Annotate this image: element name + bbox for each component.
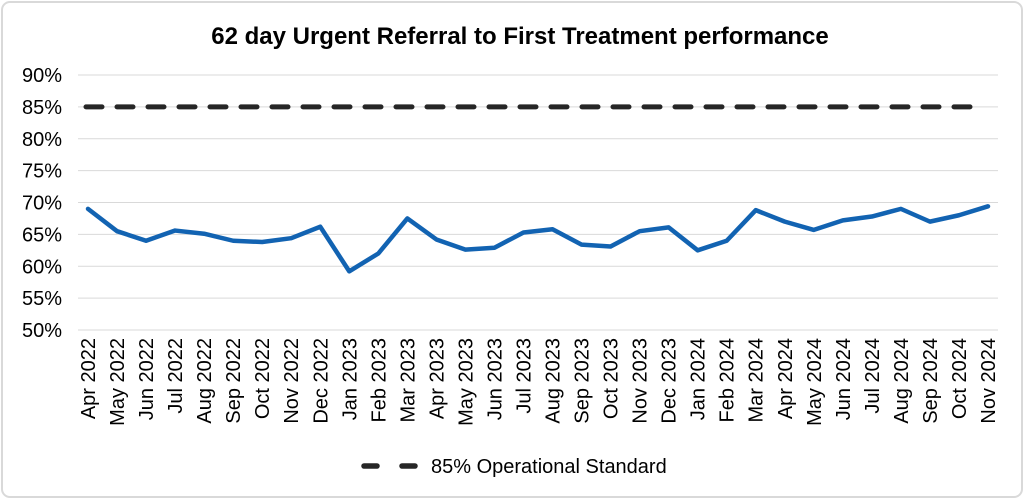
x-axis-tick-label: Jan 2023 bbox=[339, 338, 361, 420]
x-axis-tick-label: Oct 2024 bbox=[949, 338, 971, 419]
y-axis-tick-label: 60% bbox=[22, 256, 62, 278]
x-axis-tick-label: Jan 2024 bbox=[688, 338, 710, 420]
x-axis-tick-label: Dec 2022 bbox=[310, 338, 332, 424]
x-axis-tick-label: Nov 2023 bbox=[630, 338, 652, 424]
y-axis-tick-label: 70% bbox=[22, 193, 62, 215]
x-axis-tick-label: Feb 2024 bbox=[717, 338, 739, 423]
y-axis-tick-label: 55% bbox=[22, 288, 62, 310]
x-axis-tick-label: Jul 2023 bbox=[513, 338, 535, 414]
x-axis-tick-label: Aug 2022 bbox=[194, 338, 216, 424]
x-axis-tick-label: May 2023 bbox=[455, 338, 477, 426]
gridlines bbox=[78, 74, 998, 331]
x-axis-tick-label: Feb 2023 bbox=[368, 338, 390, 423]
series-layer bbox=[83, 104, 991, 274]
x-axis-tick-label: May 2024 bbox=[804, 338, 826, 426]
performance-data-line bbox=[85, 204, 991, 274]
x-axis-tick-label: May 2022 bbox=[107, 338, 129, 426]
x-axis-tick-label: Aug 2023 bbox=[543, 338, 565, 424]
y-axis-tick-label: 85% bbox=[22, 97, 62, 119]
x-axis-tick-label: Apr 2024 bbox=[775, 338, 797, 419]
x-axis-tick-label: Apr 2022 bbox=[78, 338, 100, 419]
x-axis-tick-label: Sep 2023 bbox=[572, 338, 594, 424]
x-axis-tick-label: Jul 2022 bbox=[165, 338, 187, 414]
x-axis-tick-label: Nov 2022 bbox=[281, 338, 303, 424]
legend-label: 85% Operational Standard bbox=[431, 456, 667, 478]
y-axis-tick-label: 50% bbox=[22, 320, 62, 342]
x-axis-tick-label: Oct 2022 bbox=[252, 338, 274, 419]
x-axis-tick-label: Jun 2023 bbox=[484, 338, 506, 420]
legend: 85% Operational Standard bbox=[361, 456, 667, 478]
x-axis-tick-label: Mar 2023 bbox=[397, 338, 419, 423]
y-axis-tick-labels: 50% 55% 60% 65% 70% 75% 80% 85% 90% bbox=[22, 65, 62, 342]
x-axis-tick-label: Jun 2024 bbox=[833, 338, 855, 420]
y-axis-tick-label: 90% bbox=[22, 65, 62, 87]
x-axis-tick-label: Nov 2024 bbox=[978, 338, 1000, 424]
x-axis-tick-label: Sep 2022 bbox=[223, 338, 245, 424]
x-axis-tick-labels: Apr 2022 May 2022 Jun 2022 Jul 2022 Aug 2022… bbox=[78, 338, 1000, 426]
x-axis-tick-label: Oct 2023 bbox=[601, 338, 623, 419]
x-axis-tick-label: Jun 2022 bbox=[136, 338, 158, 420]
chart-title: 62 day Urgent Referral to First Treatmen… bbox=[211, 23, 829, 50]
y-axis-tick-label: 80% bbox=[22, 129, 62, 151]
x-axis-tick-label: Apr 2023 bbox=[426, 338, 448, 419]
x-axis-tick-label: Jul 2024 bbox=[862, 338, 884, 414]
x-axis-tick-label: Dec 2023 bbox=[659, 338, 681, 424]
y-axis-tick-label: 65% bbox=[22, 224, 62, 246]
y-axis-tick-label: 75% bbox=[22, 161, 62, 183]
x-axis-tick-label: Aug 2024 bbox=[891, 338, 913, 424]
x-axis-tick-label: Sep 2024 bbox=[920, 338, 942, 424]
x-axis-tick-label: Mar 2024 bbox=[746, 338, 768, 423]
